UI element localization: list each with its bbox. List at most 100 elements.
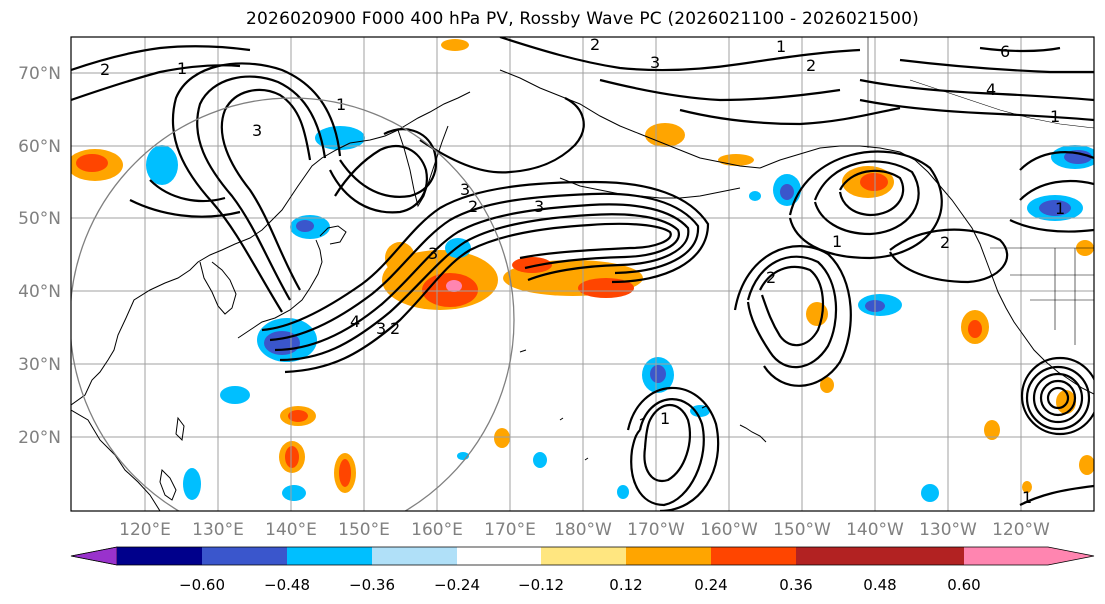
negative-anomaly [780,184,794,200]
positive-anomaly [1022,481,1032,493]
lon-label: 140°E [265,520,317,540]
contour-label: 3 [428,244,438,263]
negative-anomaly [921,484,939,502]
colorbar-segment [880,547,964,565]
lon-label: 150°W [773,520,831,540]
colorbar-extend-low [70,546,118,566]
negative-anomaly [650,365,666,383]
contour-label: 2 [100,60,110,79]
colorbar-segment [202,547,287,565]
colorbar-segment [964,547,1094,565]
negative-anomaly [617,485,629,499]
lon-label: 170°E [484,520,536,540]
contour-label: 1 [1055,199,1065,218]
negative-anomaly [220,386,250,404]
colorbar: −0.60 −0.48 −0.36 −0.24 −0.12 0.12 0.24 … [70,546,1095,594]
contour-label: 2 [390,319,400,338]
map-title: 2026020900 F000 400 hPa PV, Rossby Wave … [246,9,919,29]
colorbar-tick: −0.24 [434,576,480,594]
colorbar-segment [287,547,372,565]
lat-label-20n: 20°N [18,428,61,448]
lat-label-50n: 50°N [18,209,61,229]
lon-label: 130°W [919,520,977,540]
positive-anomaly [441,39,469,51]
contour-label: 2 [468,197,478,216]
colorbar-outline [70,546,1095,566]
contour-label: 3 [252,121,262,140]
colorbar-segment [796,547,880,565]
negative-anomaly [296,220,314,232]
positive-anomaly [984,420,1000,440]
positive-anomaly [339,459,351,487]
positive-anomaly [578,278,634,298]
positive-anomaly [494,428,510,448]
positive-anomaly [1079,455,1094,475]
positive-anomaly [385,242,415,274]
positive-anomaly [446,280,462,292]
negative-anomaly [690,405,710,417]
negative-anomaly [1039,200,1071,216]
lat-label-30n: 30°N [18,355,61,375]
lon-label: 120°E [119,520,171,540]
positive-anomaly [285,446,299,468]
negative-anomaly [1064,150,1092,164]
colorbar-tick: 0.24 [694,576,727,594]
colorbar-segment [117,547,202,565]
positive-anomaly [806,302,828,326]
contour-label: 2 [806,56,816,75]
contour-label: 1 [1050,107,1060,126]
lon-label: 160°E [411,520,463,540]
positive-anomaly [512,257,552,273]
contour-label: 1 [336,95,346,114]
positive-anomaly [288,410,308,422]
negative-anomaly [183,468,201,500]
contour-label: 3 [460,180,470,199]
colorbar-tick: 0.12 [609,576,642,594]
negative-anomaly [749,191,761,201]
lat-label-60n: 60°N [18,137,61,157]
colorbar-tick: 0.60 [947,576,980,594]
colorbar-tick: 0.36 [779,576,812,594]
contour-label: 3 [650,53,660,72]
contour-label: 4 [986,80,996,99]
colorbar-segment [711,547,796,565]
contour-label: 2 [590,35,600,54]
contour-label: 3 [534,197,544,216]
positive-anomaly [76,154,108,172]
negative-anomaly [533,452,547,468]
contour-label: 6 [1000,42,1010,61]
contour-label: 2 [766,268,776,287]
colorbar-segment [457,547,541,565]
lon-label: 170°W [627,520,685,540]
region-circle [71,97,515,511]
positive-anomaly [860,173,888,191]
contour-labels: 1 2 3 1 3 2 3 3 4 3 2 2 3 1 2 6 4 1 1 2 … [100,35,1065,507]
positive-anomaly [820,377,834,393]
colorbar-segment [372,547,457,565]
negative-anomaly [282,485,306,501]
latitude-labels: 70°N 60°N 50°N 40°N 30°N 20°N [18,64,61,448]
colorbar-tick: −0.12 [518,576,564,594]
colorbar-tick: −0.48 [264,576,310,594]
gridlines [71,37,1094,511]
negative-anomaly [315,126,365,150]
colorbar-tick: −0.60 [179,576,225,594]
colorbar-tick: −0.36 [349,576,395,594]
lon-label: 140°W [846,520,904,540]
colorbar-tick: 0.48 [863,576,896,594]
contour-label: 1 [660,409,670,428]
contour-label: 1 [832,232,842,251]
contour-label: 3 [376,319,386,338]
colorbar-segment [626,547,711,565]
contour-label: 4 [350,312,360,331]
lon-label: 160°W [700,520,758,540]
contour-label: 1 [1022,488,1032,507]
lat-label-70n: 70°N [18,64,61,84]
positive-anomaly [968,320,982,338]
lon-label: 150°E [338,520,390,540]
map-frame [70,36,1095,512]
positive-anomaly [645,123,685,147]
contour-label: 1 [776,37,786,56]
positive-anomaly [718,154,754,166]
